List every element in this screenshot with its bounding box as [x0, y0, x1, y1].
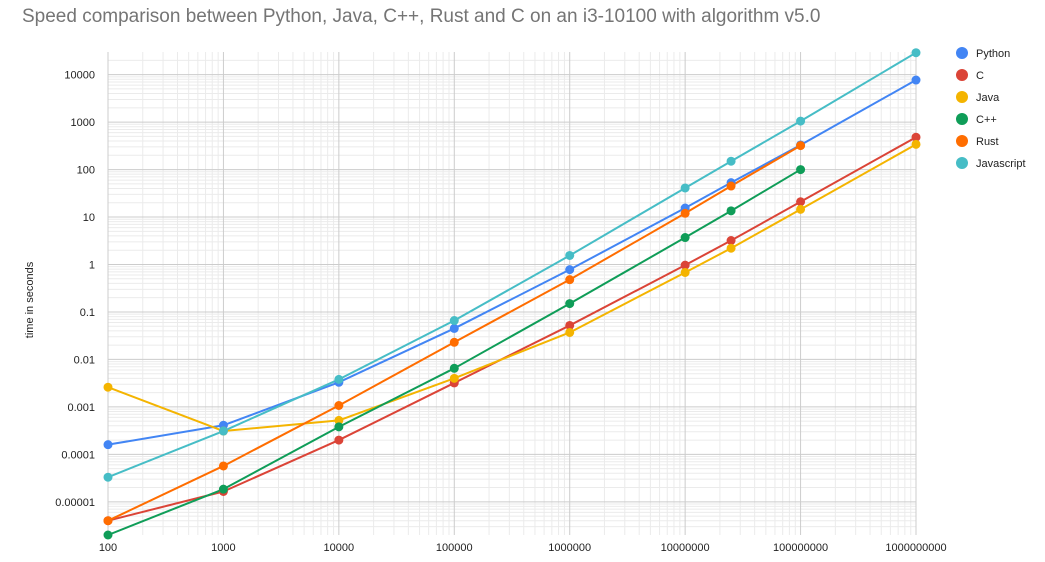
y-tick-label: 0.01 [74, 354, 95, 366]
x-tick-label: 10000000 [661, 542, 710, 554]
data-point-java[interactable] [726, 243, 736, 253]
data-point-javascript[interactable] [796, 116, 806, 126]
y-tick-label: 0.1 [80, 307, 95, 319]
x-axis-tick-labels: 100 1000 10000 100000 1000000 10000000 1000000… [99, 542, 947, 554]
y-tick-label: 1000 [71, 117, 95, 129]
x-tick-label: 100000000 [773, 542, 828, 554]
y-tick-label: 10000 [64, 70, 95, 82]
legend-item-c[interactable]: C [956, 69, 984, 82]
x-tick-label: 100 [99, 542, 117, 554]
data-point-c-[interactable] [449, 363, 459, 373]
data-point-c-[interactable] [218, 484, 228, 494]
y-tick-label: 100 [77, 165, 95, 177]
chart-title: Speed comparison between Python, Java, C… [22, 6, 821, 27]
legend-label: Java [976, 92, 1000, 104]
data-point-java[interactable] [911, 139, 921, 149]
data-point-rust[interactable] [218, 461, 228, 471]
data-point-python[interactable] [565, 265, 575, 275]
y-tick-label: 0.001 [67, 402, 95, 414]
x-tick-label: 10000 [324, 542, 355, 554]
data-point-c[interactable] [726, 236, 736, 246]
data-point-rust[interactable] [796, 141, 806, 151]
series-line-rust [107, 144, 802, 522]
data-point-c[interactable] [911, 132, 921, 142]
data-point-rust[interactable] [680, 208, 690, 218]
data-point-python[interactable] [911, 75, 921, 85]
data-point-java[interactable] [449, 373, 459, 383]
legend: Python C Java C++ Rust Javascript [956, 47, 1026, 170]
y-tick-label: 1 [89, 260, 95, 272]
data-point-c[interactable] [680, 260, 690, 270]
legend-item-rust[interactable]: Rust [956, 135, 999, 148]
data-point-java[interactable] [680, 267, 690, 277]
data-point-rust[interactable] [565, 275, 575, 285]
data-point-c-[interactable] [680, 233, 690, 243]
data-point-python[interactable] [449, 323, 459, 333]
data-point-rust[interactable] [334, 401, 344, 411]
data-point-rust[interactable] [726, 181, 736, 191]
legend-marker [956, 135, 968, 147]
y-tick-label: 0.00001 [55, 497, 95, 509]
legend-item-java[interactable]: Java [956, 91, 1000, 104]
x-tick-label: 1000 [211, 542, 235, 554]
data-point-java[interactable] [796, 204, 806, 214]
y-tick-label: 0.0001 [61, 449, 95, 461]
data-point-javascript[interactable] [680, 183, 690, 193]
data-point-javascript[interactable] [334, 374, 344, 384]
y-axis-tick-labels: 0.00001 0.0001 0.001 0.01 0.1 1 10 100 1000 10000 [55, 70, 95, 509]
data-point-javascript[interactable] [103, 472, 113, 482]
legend-label: Rust [976, 136, 999, 148]
data-point-java[interactable] [334, 415, 344, 425]
y-tick-label: 10 [83, 212, 95, 224]
legend-label: Javascript [976, 158, 1026, 170]
legend-item-python[interactable]: Python [956, 47, 1010, 60]
legend-label: C++ [976, 114, 997, 126]
data-point-javascript[interactable] [218, 426, 228, 436]
grid-major [107, 52, 917, 535]
legend-marker [956, 113, 968, 125]
data-point-rust[interactable] [449, 337, 459, 347]
legend-item-javascript[interactable]: Javascript [956, 157, 1026, 170]
data-point-java[interactable] [103, 382, 113, 392]
y-axis-title: time in seconds [24, 261, 36, 338]
data-point-c-[interactable] [796, 165, 806, 175]
x-tick-label: 1000000 [548, 542, 591, 554]
legend-marker [956, 157, 968, 169]
legend-marker [956, 47, 968, 59]
legend-marker [956, 69, 968, 81]
data-point-c-[interactable] [565, 299, 575, 309]
data-point-javascript[interactable] [726, 156, 736, 166]
data-point-javascript[interactable] [565, 250, 575, 260]
x-tick-label: 100000 [436, 542, 473, 554]
data-point-javascript[interactable] [911, 48, 921, 58]
x-tick-label: 1000000000 [885, 542, 946, 554]
series-points [103, 48, 921, 540]
data-point-c-[interactable] [103, 530, 113, 540]
legend-item-c-[interactable]: C++ [956, 113, 997, 126]
data-point-java[interactable] [565, 327, 575, 337]
data-point-rust[interactable] [103, 516, 113, 526]
data-point-c[interactable] [565, 320, 575, 330]
data-point-c-[interactable] [334, 422, 344, 432]
data-point-javascript[interactable] [449, 316, 459, 326]
legend-label: Python [976, 48, 1010, 60]
legend-label: C [976, 70, 984, 82]
data-point-c-[interactable] [726, 206, 736, 216]
data-point-c[interactable] [334, 435, 344, 445]
data-point-c[interactable] [796, 197, 806, 207]
data-point-python[interactable] [103, 440, 113, 450]
series-line-c- [107, 168, 802, 536]
legend-marker [956, 91, 968, 103]
